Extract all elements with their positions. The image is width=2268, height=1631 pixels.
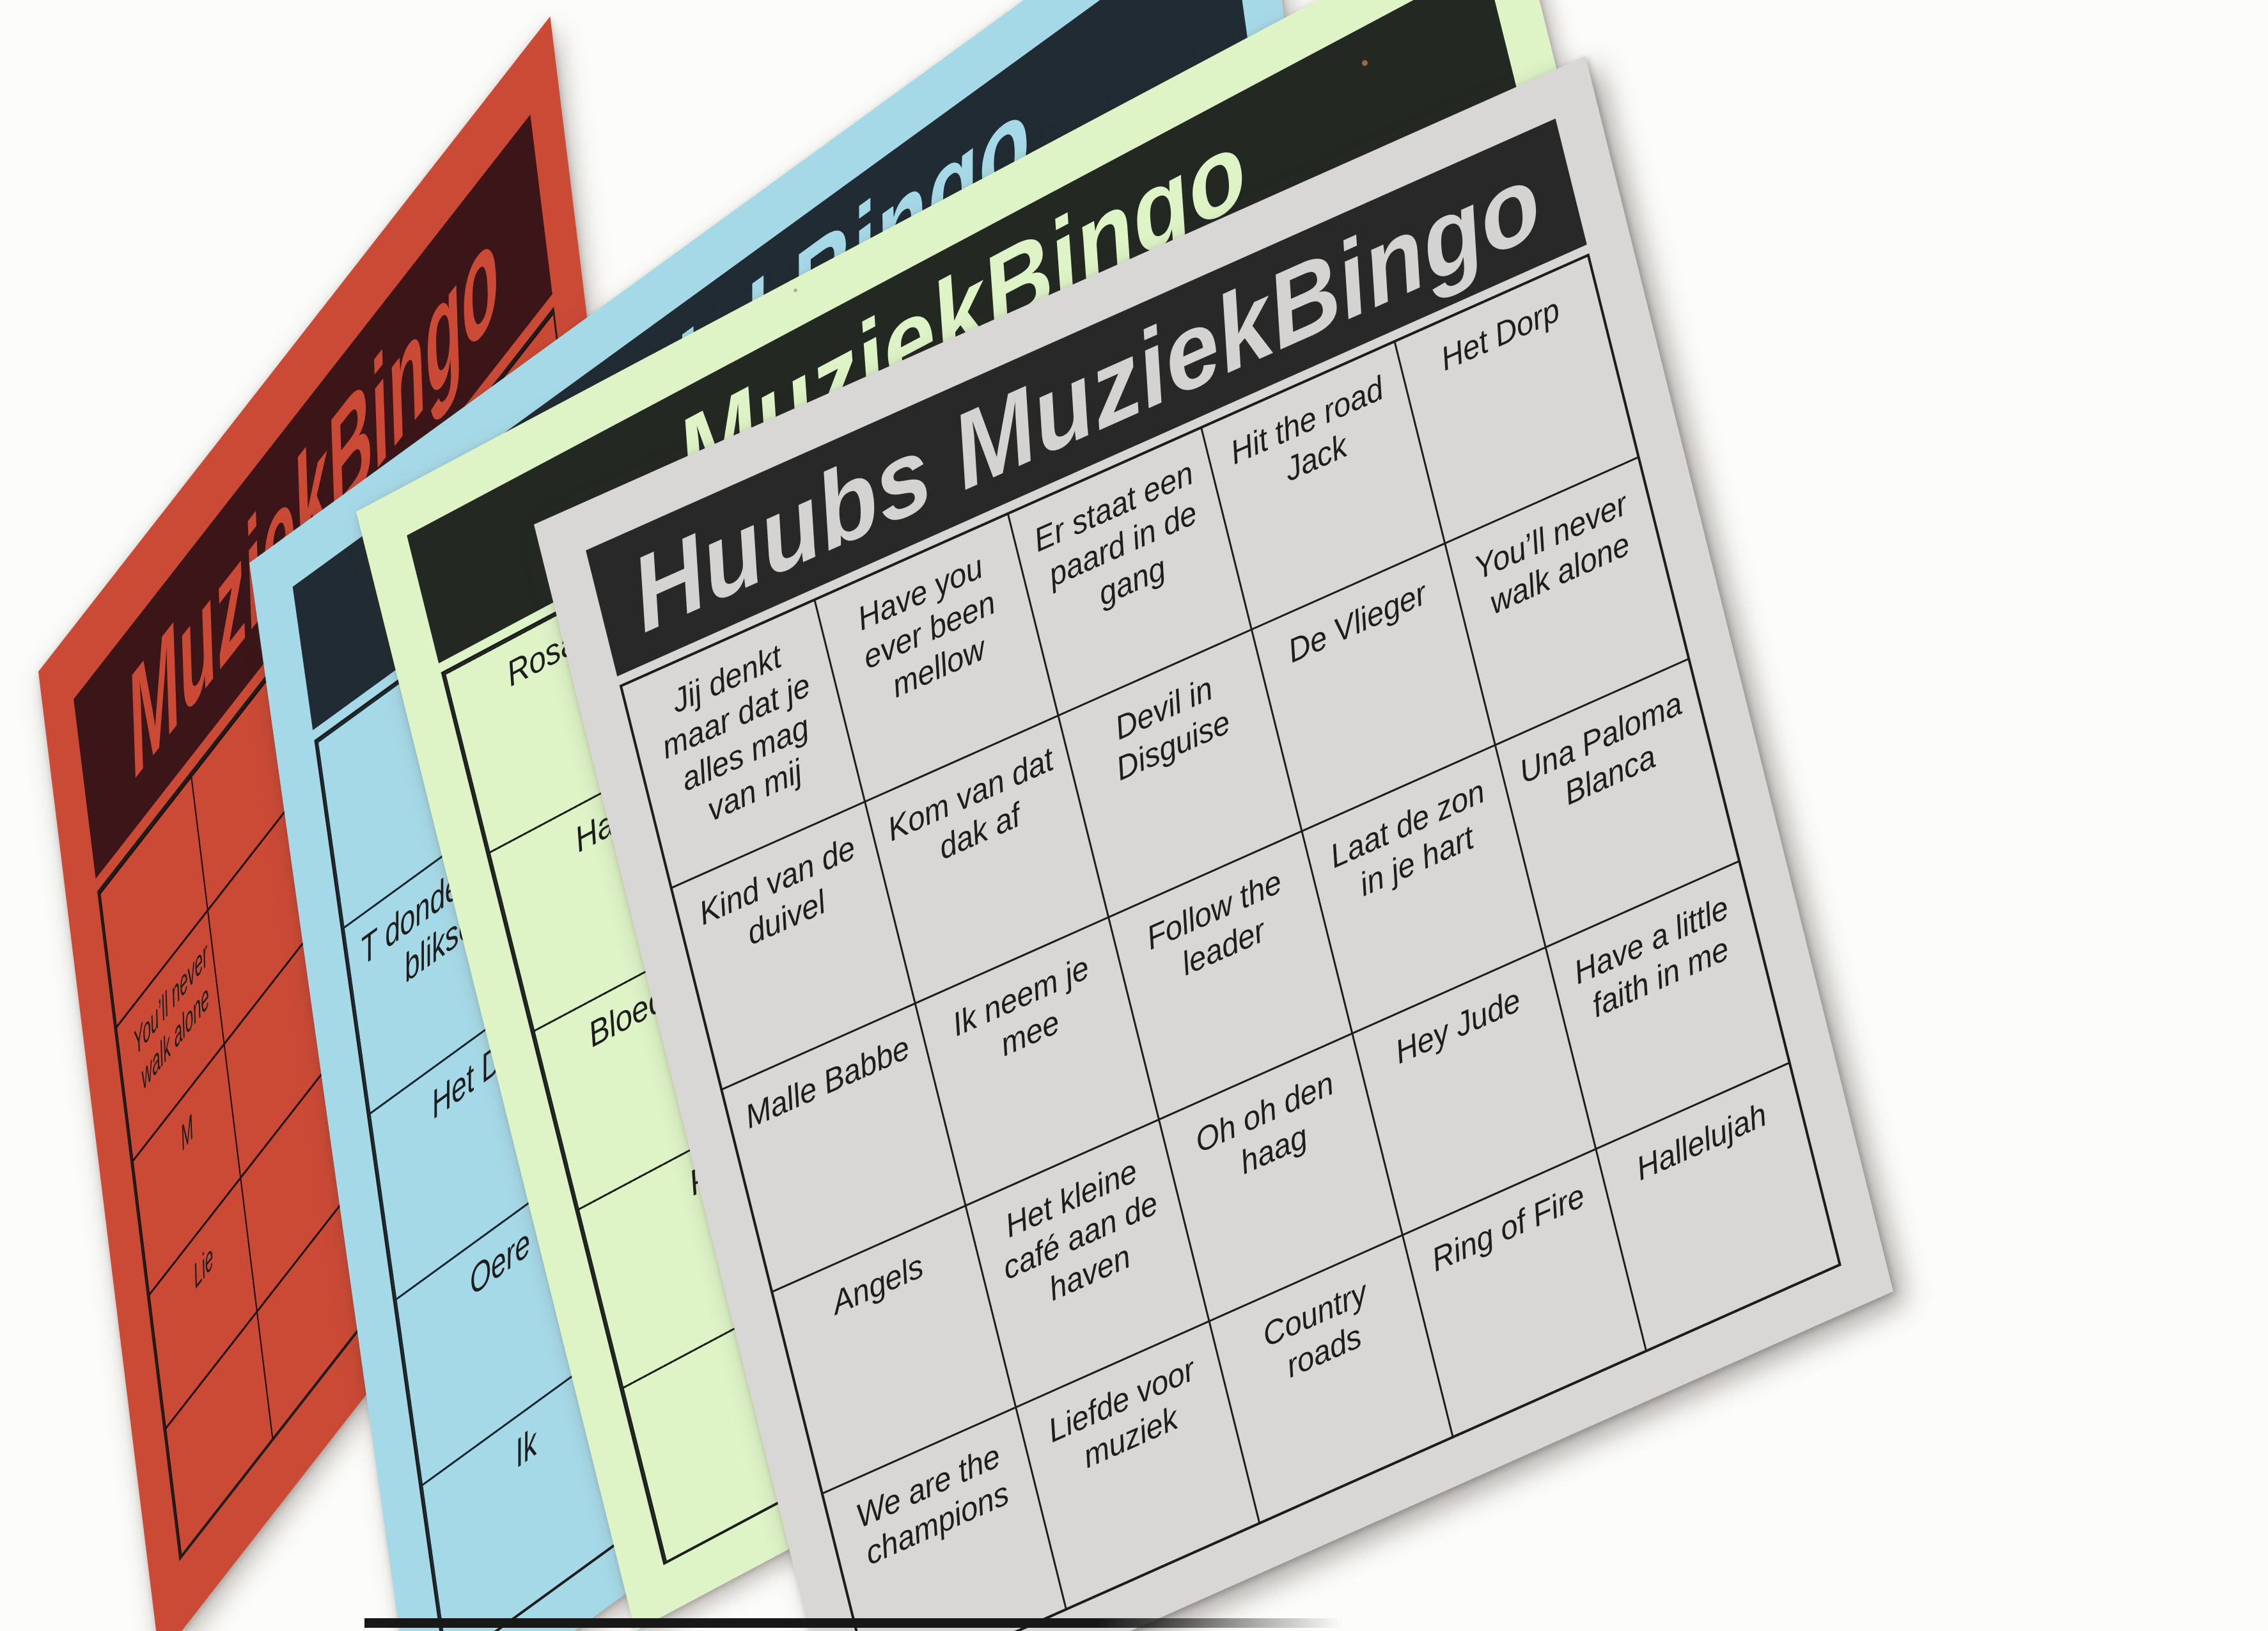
dust-speck: [794, 288, 797, 292]
scanner-edge-shadow: [364, 1618, 1343, 1628]
dust-speck: [1362, 60, 1368, 66]
